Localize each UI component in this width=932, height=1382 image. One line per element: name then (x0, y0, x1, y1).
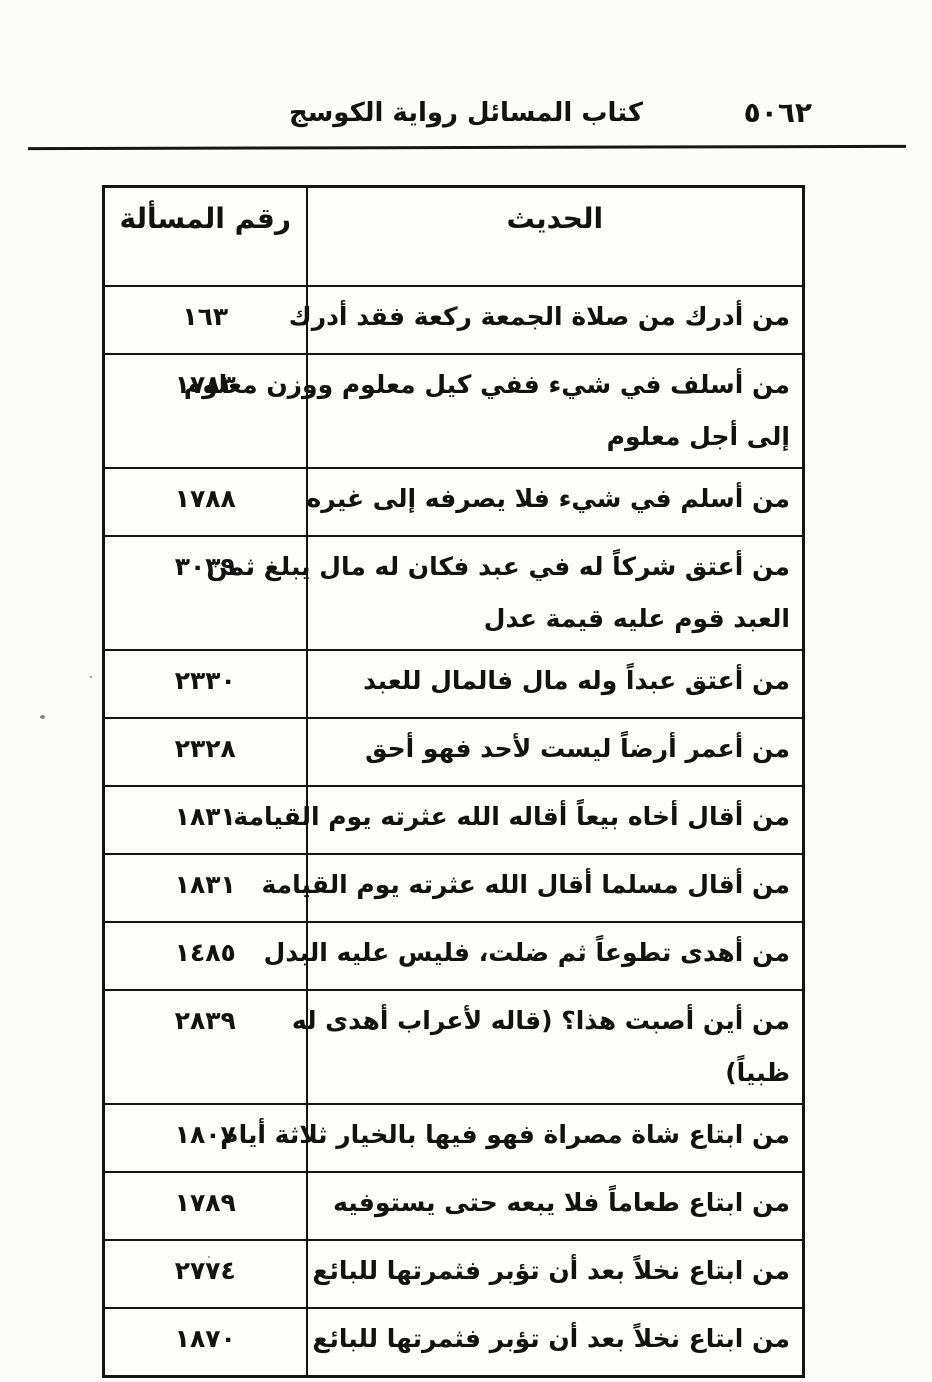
table-row: من أقال أخاه بيعاً أقاله الله عثرته يوم … (102, 785, 805, 855)
masala-number-cell: ١٨٣١ (102, 785, 308, 855)
hadith-cell: من أعتق شركاً له في عبد فكان له مال يبلغ… (206, 535, 805, 651)
hadith-cell: من أعمر أرضاً ليست لأحد فهو أحق (305, 717, 805, 787)
masala-number-cell: ١٨٣١ (102, 853, 308, 923)
table-header-row: الحديث رقم المسألة (102, 185, 805, 287)
table-body: من أدرك من صلاة الجمعة ركعة فقد أدرك ١٦٣ م… (102, 285, 805, 1378)
masala-number-cell: ١٧٨٣ (102, 353, 308, 469)
hadith-line: من أعمر أرضاً ليست لأحد فهو أحق (365, 734, 790, 763)
hadith-line: العبد قوم عليه قيمة عدل (483, 604, 790, 633)
hadith-line: من ابتاع نخلاً بعد أن تؤبر فثمرتها للبائ… (312, 1324, 790, 1353)
table-row: من أهدى تطوعاً ثم ضلت، فليس عليه البدل ١٤… (102, 921, 805, 991)
scan-speckle (40, 715, 45, 719)
hadith-index-table: الحديث رقم المسألة من أدرك من صلاة الجمع… (102, 185, 805, 1378)
hadith-line: من أين أصبت هذا؟ (قاله لأعراب أهدى له (291, 1006, 790, 1035)
hadith-cell: من ابتاع نخلاً بعد أن تؤبر فثمرتها للبائ… (305, 1307, 805, 1378)
masala-number-cell: ١٧٨٨ (102, 467, 308, 537)
hadith-cell: من ابتاع طعاماً فلا يبعه حتى يستوفيه (305, 1171, 805, 1241)
column-header-hadith: الحديث (305, 185, 805, 287)
masala-number-cell: ٢٣٣٠ (102, 649, 308, 719)
hadith-cell: من ابتاع شاة مصراة فهو فيها بالخيار ثلاث… (220, 1103, 805, 1173)
header-rule (27, 144, 907, 151)
masala-number-cell: ١٨٠٧ (102, 1103, 308, 1173)
masala-number-cell: ٢٣٢٨ (102, 717, 308, 787)
hadith-cell: من أعتق عبداً وله مال فالمال للعبد (305, 649, 805, 719)
hadith-cell: من أدرك من صلاة الجمعة ركعة فقد أدرك (288, 285, 805, 355)
table-row: من أعتق شركاً له في عبد فكان له مال يبلغ… (102, 535, 805, 651)
hadith-line: من أعتق شركاً له في عبد فكان له مال يبلغ… (206, 552, 790, 581)
hadith-line: ظبياً) (725, 1058, 790, 1087)
table-row: من أعمر أرضاً ليست لأحد فهو أحق ٢٣٢٨ (102, 717, 805, 787)
table-row: من أدرك من صلاة الجمعة ركعة فقد أدرك ١٦٣ (102, 285, 805, 355)
table-row: من أعتق عبداً وله مال فالمال للعبد ٢٣٣٠ (102, 649, 805, 719)
hadith-line: من أقال مسلما أقال الله عثرته يوم القيام… (261, 870, 790, 899)
hadith-cell: من أهدى تطوعاً ثم ضلت، فليس عليه البدل (263, 921, 805, 991)
page-number: ٥٠٦٢ (743, 96, 812, 129)
masala-number-cell: ٣٠٣٩ (102, 535, 308, 651)
masala-number-cell: ١٧٨٩ (102, 1171, 308, 1241)
hadith-cell: من أقال أخاه بيعاً أقاله الله عثرته يوم … (233, 785, 805, 855)
table-row: من أسلم في شيء فلا يصرفه إلى غيره ١٧٨٨ (102, 467, 805, 537)
table-row: من ابتاع طعاماً فلا يبعه حتى يستوفيه ١٧٨٩ (102, 1171, 805, 1241)
table-row: من أسلف في شيء ففي كيل معلوم ووزن معلوم إ… (102, 353, 805, 469)
hadith-line: من ابتاع نخلاً بعد أن تؤبر فثمرتها للبائ… (312, 1256, 790, 1285)
masala-number-cell: ٢٨٣٩ (102, 989, 308, 1105)
hadith-cell: من أسلم في شيء فلا يصرفه إلى غيره (305, 467, 805, 537)
running-title: كتاب المسائل رواية الكوسج (288, 98, 644, 128)
hadith-cell: من أين أصبت هذا؟ (قاله لأعراب أهدى له ظبي… (291, 989, 805, 1105)
hadith-line: من أسلم في شيء فلا يصرفه إلى غيره (306, 484, 790, 513)
hadith-line: من أعتق عبداً وله مال فالمال للعبد (363, 666, 790, 695)
hadith-cell: من أقال مسلما أقال الله عثرته يوم القيام… (261, 853, 805, 923)
masala-number-cell: ٢٧٧٤ (102, 1239, 308, 1309)
column-header-number: رقم المسألة (102, 185, 308, 287)
masala-number-cell: ١٨٧٠ (102, 1307, 308, 1378)
table-row: من ابتاع شاة مصراة فهو فيها بالخيار ثلاث… (102, 1103, 805, 1173)
table-row: من ابتاع نخلاً بعد أن تؤبر فثمرتها للبائ… (102, 1307, 805, 1378)
hadith-line: من ابتاع شاة مصراة فهو فيها بالخيار ثلاث… (220, 1120, 790, 1149)
scan-speckle (90, 676, 92, 678)
hadith-index-table-wrap: الحديث رقم المسألة من أدرك من صلاة الجمع… (102, 185, 805, 1378)
table-row: من ابتاع نخلاً بعد أن تؤبر فثمرتها للبائ… (102, 1239, 805, 1309)
hadith-cell: من ابتاع نخلاً بعد أن تؤبر فثمرتها للبائ… (305, 1239, 805, 1309)
hadith-line: من أقال أخاه بيعاً أقاله الله عثرته يوم … (233, 802, 790, 831)
masala-number-cell: ١٤٨٥ (102, 921, 308, 991)
hadith-line: من أسلف في شيء ففي كيل معلوم ووزن معلوم (183, 370, 790, 399)
hadith-cell: من أسلف في شيء ففي كيل معلوم ووزن معلوم إ… (183, 353, 805, 469)
masala-number-cell: ١٦٣ (102, 285, 308, 355)
table-row: من أقال مسلما أقال الله عثرته يوم القيام… (102, 853, 805, 923)
scan-speckle (208, 1256, 210, 1258)
table-row: من أين أصبت هذا؟ (قاله لأعراب أهدى له ظبي… (102, 989, 805, 1105)
hadith-line: من أدرك من صلاة الجمعة ركعة فقد أدرك (288, 302, 790, 331)
hadith-line: إلى أجل معلوم (606, 422, 790, 451)
hadith-line: من ابتاع طعاماً فلا يبعه حتى يستوفيه (333, 1188, 790, 1217)
hadith-line: من أهدى تطوعاً ثم ضلت، فليس عليه البدل (263, 938, 790, 967)
